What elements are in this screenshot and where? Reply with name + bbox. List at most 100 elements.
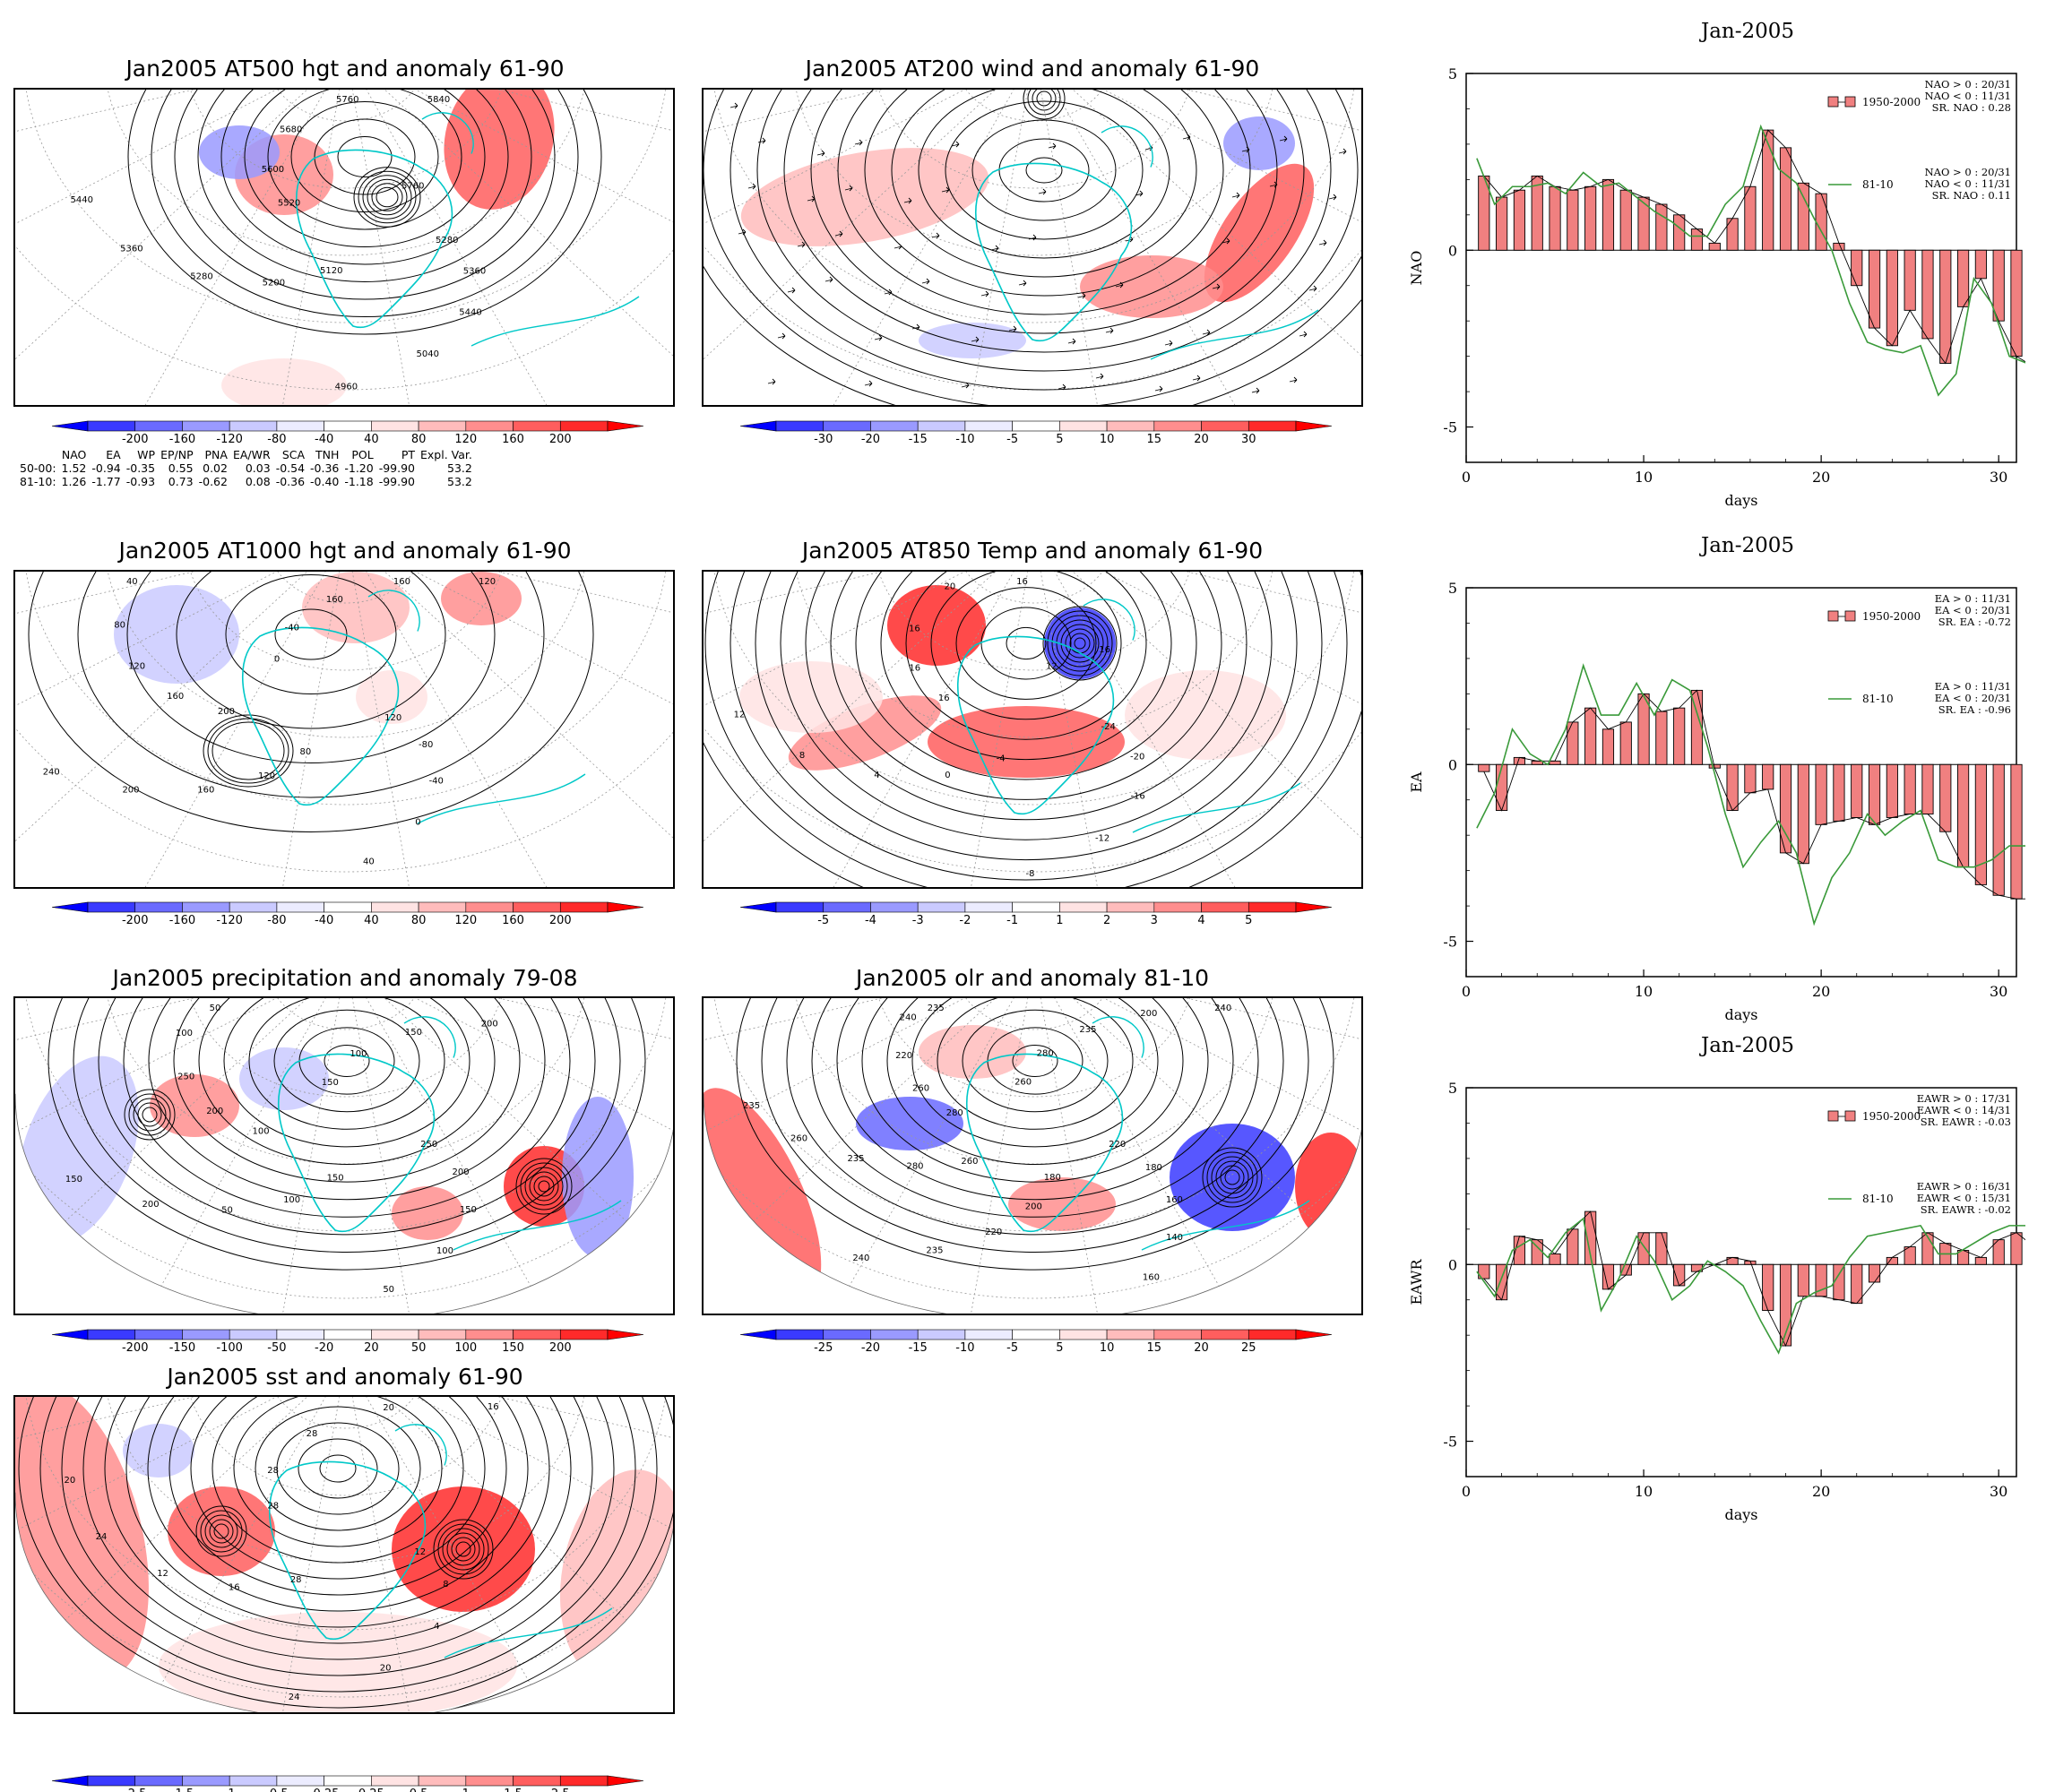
legend-bar-swatch	[1827, 610, 1839, 622]
colorbar-swatch	[1153, 1329, 1202, 1340]
grid-line	[345, 1397, 673, 1712]
contour-line	[1042, 606, 1118, 681]
x-tick-label: 10	[1635, 469, 1653, 486]
eawr-timeseries-chart: 5 0 -5 0 10 20 30 days EAWR 1950-2000 81-10 EAWR > …	[1408, 1080, 2025, 1523]
bar	[1868, 1263, 1881, 1283]
wind-arrow	[1067, 338, 1076, 345]
contour-line	[1065, 628, 1095, 659]
grid-line	[345, 1397, 673, 1633]
grid-line	[384, 572, 673, 839]
bar	[1886, 763, 1898, 818]
grid-line	[944, 998, 1035, 1314]
index-cell: -99.90	[378, 475, 416, 488]
contour-line	[174, 90, 556, 300]
contour-line	[142, 1107, 158, 1123]
index-header: NAO	[61, 448, 87, 461]
contour-label: 120	[384, 713, 401, 723]
wind-arrow	[1105, 327, 1114, 334]
colorbar-tick-label: 2.5	[551, 1788, 570, 1792]
colorbar-prec: -200 -150 -100 -50 -20 20 50 100 150 200	[52, 1329, 643, 1355]
contour-line	[780, 572, 1273, 840]
contour-label: 220	[895, 1051, 912, 1061]
grid-line	[384, 90, 673, 357]
series-line-81-10	[1476, 663, 2025, 926]
wind-arrow	[1202, 329, 1211, 336]
colorbar-arrow-left	[52, 1329, 89, 1340]
legend-stat: EA > 0 : 11/31	[1935, 592, 2011, 605]
x-axis-label: days	[1724, 1506, 1757, 1523]
anomaly-shade	[1223, 116, 1295, 170]
anomaly-shade	[887, 585, 986, 666]
contour-label: -20	[1130, 752, 1144, 762]
legend-bar-label: 1950-2000	[1862, 610, 1921, 623]
wind-arrow	[777, 332, 786, 340]
index-header: EP/NP	[160, 448, 194, 461]
contour-label: 200	[142, 1200, 160, 1210]
grid-line	[414, 90, 673, 223]
contour-label: 160	[167, 692, 184, 702]
contour-line	[837, 90, 1251, 315]
contour-line	[204, 1514, 238, 1548]
colorbar-swatch	[1153, 901, 1202, 913]
colorbar-tick-label: 25	[1241, 1341, 1256, 1355]
colorbar-swatch	[1248, 901, 1297, 913]
coastline	[1101, 125, 1153, 168]
colorbar-arrow-left	[740, 1329, 777, 1340]
map-boundary	[15, 1492, 673, 1712]
colorbar-swatch	[465, 1329, 514, 1340]
colorbar-swatch	[276, 1775, 324, 1787]
wind-arrow	[797, 241, 806, 248]
map-title: Jan2005 AT200 wind and anomaly 61-90	[805, 56, 1260, 82]
contour-label: 40	[363, 857, 375, 866]
legend-bar-swatch	[1827, 96, 1839, 108]
contour-line	[77, 572, 545, 798]
x-tick-label: 10	[1635, 983, 1653, 1000]
colorbar-tick-label: 150	[502, 1341, 524, 1355]
wind-arrow	[854, 139, 863, 146]
colorbar-swatch	[823, 901, 871, 913]
index-cell: 1.52	[61, 461, 87, 475]
contour-line	[955, 587, 1097, 700]
wind-arrow	[931, 232, 940, 239]
colorbar-tick-label: 40	[364, 914, 379, 927]
contour-label: 0	[274, 654, 280, 664]
grid-line	[25, 90, 667, 323]
colorbar-tick-label: 160	[502, 433, 524, 446]
contour-label: 220	[1109, 1140, 1126, 1150]
coastline	[278, 1053, 436, 1233]
contour-line	[918, 90, 1170, 259]
bar	[1886, 249, 1898, 347]
grid-line	[345, 998, 673, 1235]
bar	[1708, 242, 1721, 251]
grid-line	[15, 572, 308, 842]
bar	[1762, 763, 1774, 790]
colorbar-arrow-right	[607, 901, 643, 913]
legend-stat: SR. EAWR : -0.02	[1921, 1203, 2011, 1216]
bar	[1601, 1263, 1615, 1290]
index-cell: -0.40	[310, 475, 340, 488]
wind-arrow	[1095, 373, 1104, 380]
colorbar-swatch	[182, 420, 230, 432]
anomaly-shade	[788, 695, 942, 771]
colorbar-swatch	[1106, 1329, 1155, 1340]
bar	[2010, 763, 2023, 900]
plot-area	[1465, 73, 2017, 463]
grid-line	[1185, 90, 1361, 132]
contour-label: 200	[122, 785, 139, 795]
contour-line	[319, 1454, 357, 1483]
y-tick-label: 5	[1448, 580, 1457, 597]
bar	[1549, 1253, 1561, 1265]
index-cell: -1.18	[344, 475, 374, 488]
contour-line	[830, 572, 1222, 800]
contour-label: 250	[177, 1073, 194, 1082]
legend-bar-swatch	[1827, 1110, 1839, 1122]
bar	[1637, 1232, 1650, 1265]
colorbar-swatch	[134, 1775, 183, 1787]
contour-line	[945, 100, 1144, 240]
contour-label: 200	[218, 707, 235, 717]
colorbar-tick-label: -20	[315, 1341, 333, 1355]
grid-line	[15, 998, 347, 1235]
bar	[1797, 763, 1809, 865]
grid-line	[345, 1397, 436, 1712]
contour-label: 280	[906, 1161, 923, 1171]
